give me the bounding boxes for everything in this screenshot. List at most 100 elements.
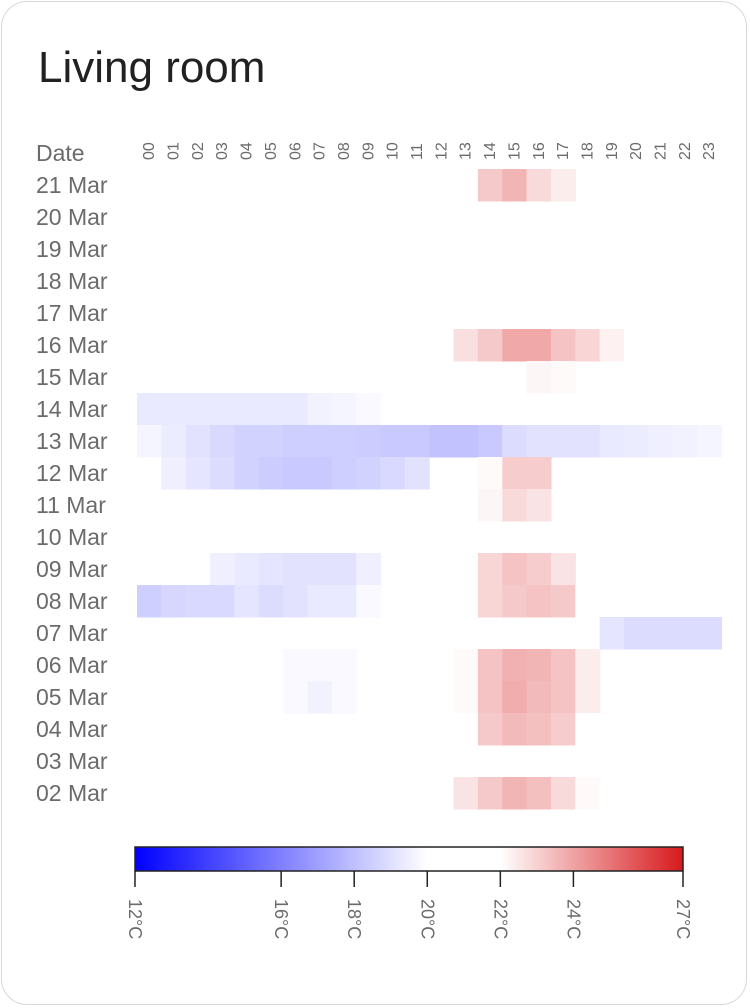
heatmap-cell <box>185 425 211 458</box>
colorbar-tick-label: 16°C <box>271 899 291 939</box>
heatmap-cell <box>624 777 649 810</box>
page-title: Living room <box>38 43 266 92</box>
heatmap-cell <box>210 585 235 618</box>
heatmap-cell <box>429 425 455 458</box>
heatmap-cell <box>502 489 528 522</box>
column-label: 06 <box>287 142 304 160</box>
heatmap-cell <box>453 169 479 202</box>
heatmap-cell <box>550 169 576 202</box>
heatmap-cell <box>502 169 528 202</box>
heatmap-cell <box>185 457 211 490</box>
column-label: 10 <box>385 142 402 160</box>
heatmap-cell <box>234 393 260 426</box>
heatmap-cell <box>502 777 528 810</box>
column-label: 05 <box>263 142 280 160</box>
heatmap-cell <box>331 553 357 586</box>
heatmap-cell <box>453 713 479 746</box>
heatmap-cell <box>502 649 528 682</box>
heatmap-cell <box>307 681 333 714</box>
row-label: 17 Mar <box>36 300 108 326</box>
row-label: 09 Mar <box>36 556 108 582</box>
row-label: 12 Mar <box>36 460 108 486</box>
column-label: 04 <box>239 142 256 160</box>
heatmap-cell <box>502 553 528 586</box>
column-label: 03 <box>214 142 231 160</box>
heatmap-cell <box>258 457 284 490</box>
column-label: 20 <box>628 142 645 160</box>
heatmap-cell <box>453 777 479 810</box>
row-label: 06 Mar <box>36 652 108 678</box>
heatmap-cell <box>234 553 260 586</box>
column-labels: 00 01 02 03 04 05 06 07 08 09 10 11 12 13 14 15 16 17 18 19… <box>141 142 718 160</box>
heatmap-cell <box>502 329 528 362</box>
heatmap-cell <box>599 329 625 362</box>
row-label: 03 Mar <box>36 748 108 774</box>
heatmap-cell <box>526 329 552 362</box>
heatmap-cell <box>477 777 503 810</box>
column-label: 18 <box>579 142 596 160</box>
column-label: 22 <box>677 142 694 160</box>
row-label: 07 Mar <box>36 620 108 646</box>
heatmap-cell <box>575 585 601 618</box>
heatmap-cell <box>550 425 576 458</box>
heatmap-cell <box>161 425 187 458</box>
heatmap-cell <box>258 585 284 618</box>
heatmap-cell <box>307 649 333 682</box>
row-label: 02 Mar <box>36 780 108 806</box>
heatmap-cell <box>599 777 625 810</box>
heatmap-cell <box>453 745 479 778</box>
column-label: 13 <box>458 142 475 160</box>
row-label: 16 Mar <box>36 332 108 358</box>
row-label: 19 Mar <box>36 236 108 262</box>
heatmap-cell <box>161 393 187 426</box>
row-label: 21 Mar <box>36 172 108 198</box>
heatmap-cell <box>477 649 503 682</box>
heatmap-cell <box>526 553 552 586</box>
heatmap-cell <box>477 553 503 586</box>
heatmap-cell <box>283 425 309 458</box>
heatmap-cell <box>502 713 528 746</box>
heatmap-cell <box>575 329 601 362</box>
heatmap-cell <box>331 425 357 458</box>
heatmap-cell <box>550 585 576 618</box>
heatmap-cell <box>453 649 479 682</box>
heatmap-cell <box>550 777 576 810</box>
heatmap-cell <box>575 713 601 746</box>
heatmap-cell <box>550 681 576 714</box>
heatmap-cell <box>575 649 601 682</box>
heatmap-cell <box>307 393 333 426</box>
heatmap-cell <box>331 585 357 618</box>
heatmap-cell <box>697 617 722 650</box>
row-label: 04 Mar <box>36 716 108 742</box>
column-label: 07 <box>312 142 329 160</box>
heatmap-cell <box>526 457 552 490</box>
column-label: 19 <box>604 142 621 160</box>
heatmap-cell <box>550 649 576 682</box>
heatmap-cell <box>575 777 601 810</box>
heatmap-cell <box>234 425 260 458</box>
heatmap-cell <box>526 489 552 522</box>
row-label: 13 Mar <box>36 428 108 454</box>
heatmap-cell <box>526 361 552 394</box>
heatmap-cell <box>624 617 649 650</box>
colorbar-bar <box>134 846 684 872</box>
heatmap-cell <box>599 425 625 458</box>
heatmap-cell <box>526 681 552 714</box>
row-label: 05 Mar <box>36 684 108 710</box>
colorbar-tick-label: 22°C <box>490 899 510 939</box>
heatmap-cell <box>575 681 601 714</box>
column-label: 23 <box>701 142 718 160</box>
heatmap-cell <box>258 425 284 458</box>
heatmap-cell <box>356 553 382 586</box>
heatmap-cell <box>161 457 187 490</box>
heatmap-cell <box>624 329 649 362</box>
heatmap-cell <box>283 393 309 426</box>
column-label: 16 <box>531 142 548 160</box>
heatmap-cell <box>697 425 722 458</box>
heatmap-cell <box>624 425 649 458</box>
colorbar-tick-label: 12°C <box>125 899 145 939</box>
heatmap-cell <box>307 425 333 458</box>
heatmap-cell <box>550 329 576 362</box>
heatmap-cell <box>283 681 309 714</box>
